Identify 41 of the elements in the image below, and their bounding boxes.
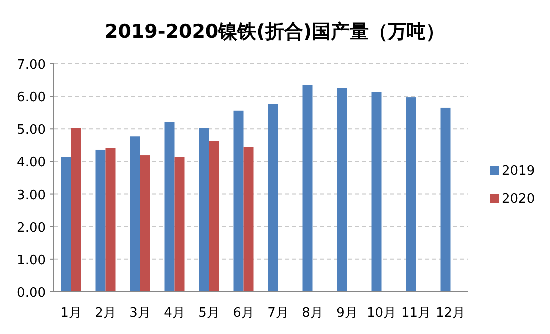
y-tick-label: 7.00	[17, 58, 46, 73]
bar	[96, 150, 106, 292]
bar	[130, 136, 140, 292]
y-tick-label: 3.00	[17, 188, 46, 204]
x-tick-label: 4月	[164, 306, 186, 321]
bar	[302, 85, 313, 292]
y-tick-label: 4.00	[17, 156, 46, 171]
x-tick-label: 5月	[198, 306, 220, 321]
bar	[199, 128, 210, 292]
bar	[406, 98, 416, 292]
bar	[234, 110, 244, 292]
x-tick-label: 11月	[401, 306, 432, 321]
y-tick-label: 5.00	[17, 123, 46, 138]
x-tick-label: 12月	[436, 306, 466, 321]
bar	[244, 147, 254, 292]
bar	[209, 141, 220, 292]
x-tick-label: 1月	[60, 306, 82, 321]
y-tick-label: 2.00	[17, 220, 46, 236]
bar	[71, 128, 82, 292]
y-tick-label: 6.00	[17, 90, 46, 106]
bar	[140, 156, 150, 292]
bar	[337, 88, 348, 292]
x-tick-label: 3月	[130, 306, 151, 321]
bar	[174, 157, 185, 292]
y-tick-label: 1.00	[17, 253, 46, 268]
x-tick-label: 2月	[95, 306, 116, 321]
x-tick-label: 6月	[233, 306, 254, 321]
bar	[372, 92, 382, 292]
chart-title: 2019-2020镍铁(折合)国产量（万吨）	[104, 21, 446, 43]
x-tick-label: 9月	[336, 306, 358, 321]
bar	[61, 157, 72, 292]
bar	[164, 122, 175, 292]
bar	[440, 108, 451, 292]
x-tick-label: 7月	[268, 306, 289, 321]
x-tick-label: 8月	[302, 306, 324, 321]
legend-label: 2020	[502, 192, 536, 207]
x-tick-label: 10月	[366, 306, 397, 321]
bar	[268, 104, 278, 292]
legend-label: 2019	[502, 164, 536, 179]
bar	[106, 148, 116, 292]
y-tick-label: 0.00	[17, 286, 46, 301]
